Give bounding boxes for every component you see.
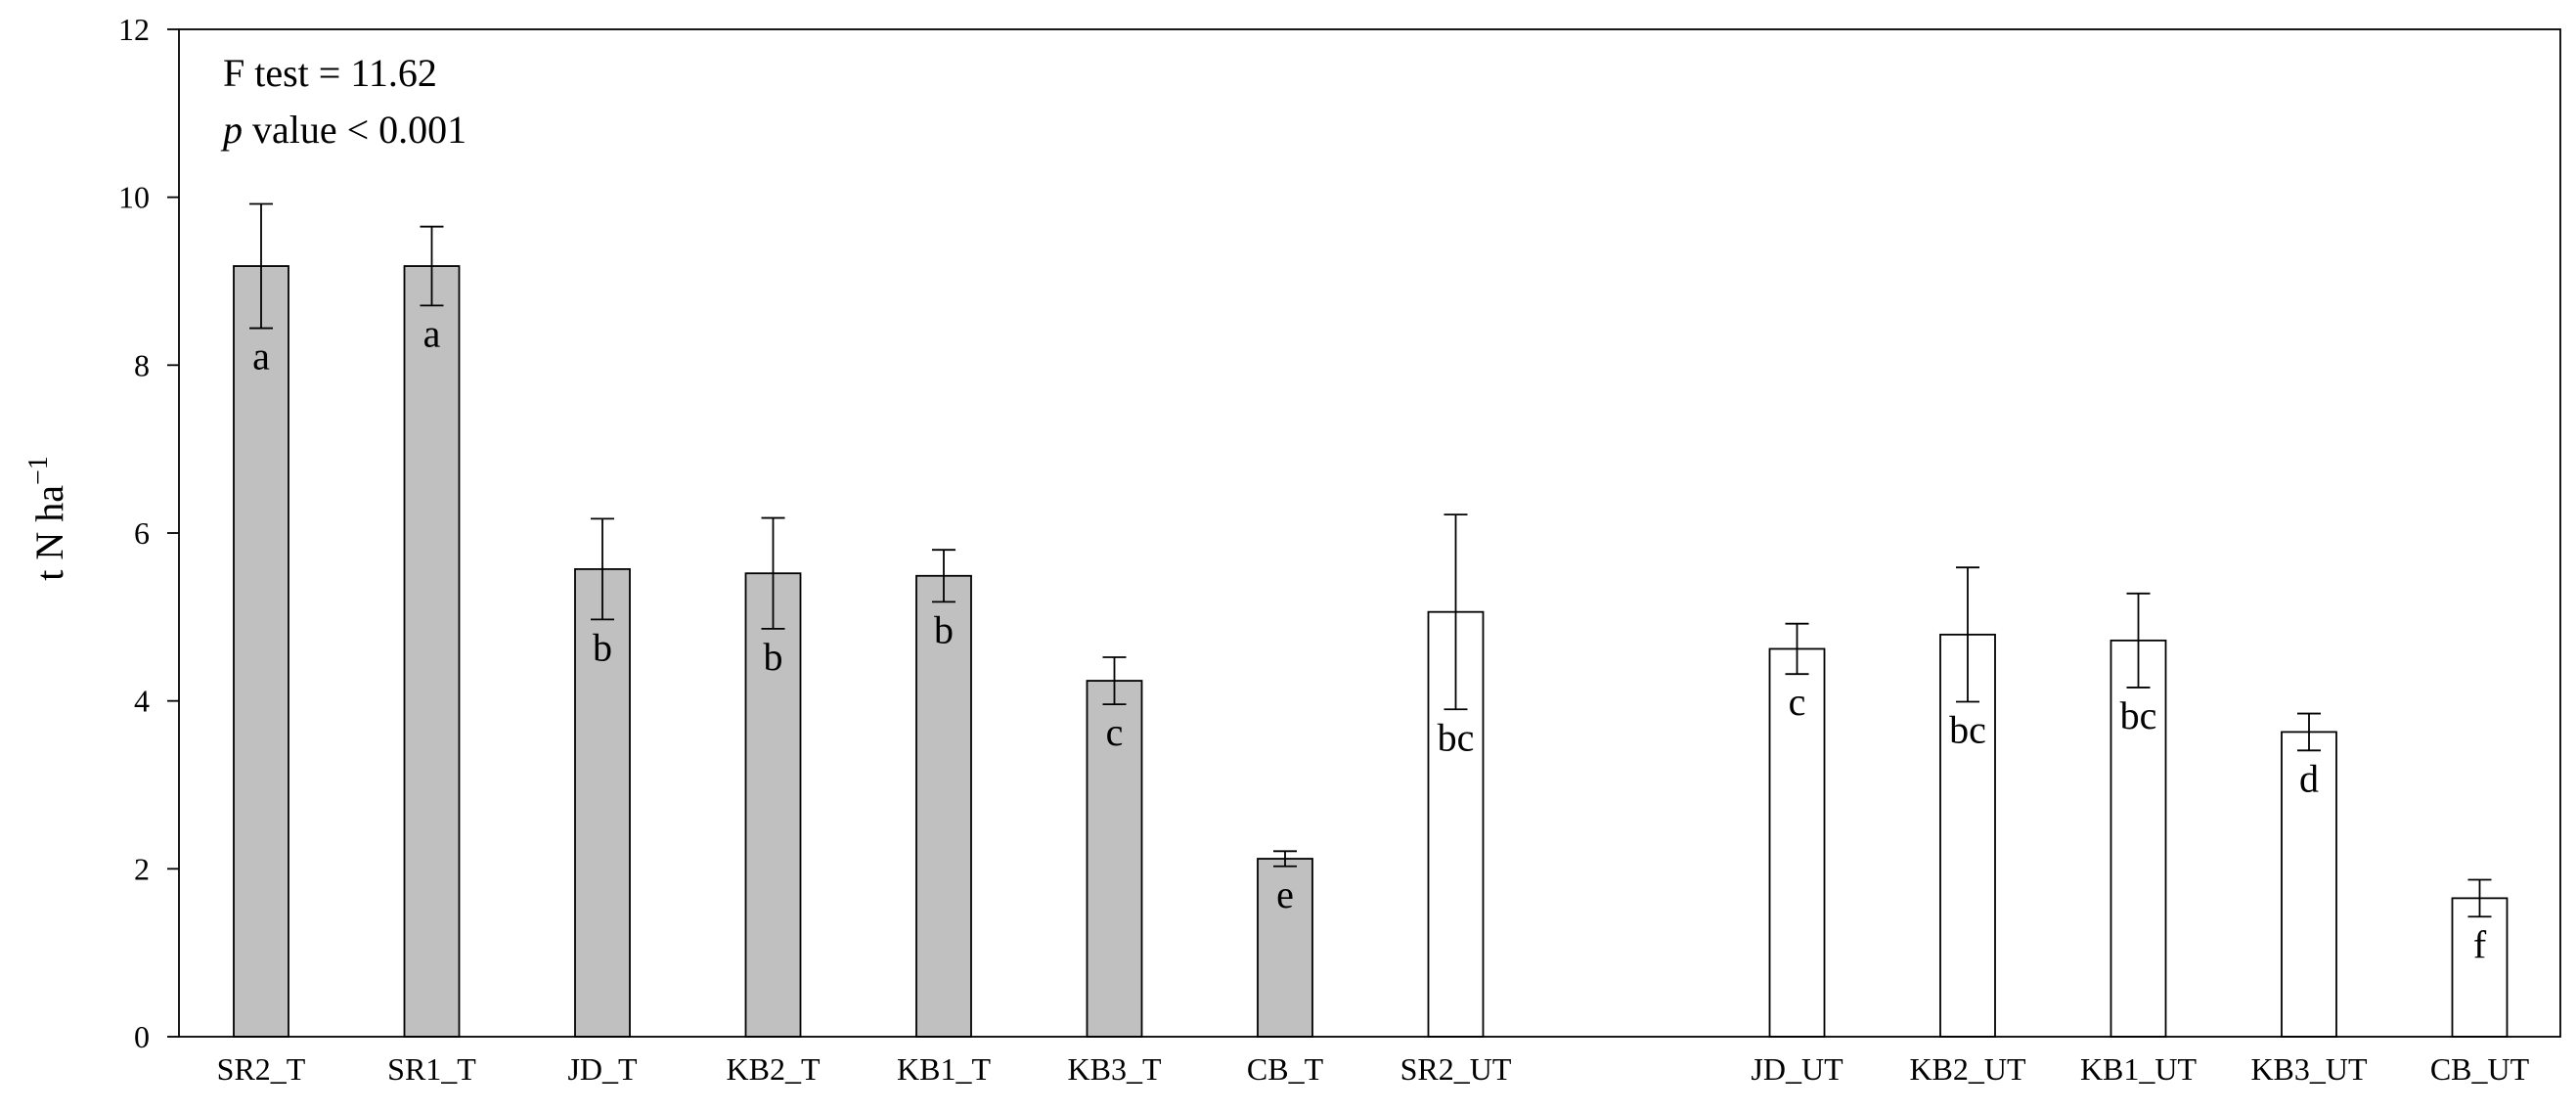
significance-letter: f [2473,922,2487,966]
bar-cb_t [1257,858,1313,1038]
x-tick-label: CB_T [1247,1051,1324,1087]
x-tick-label: CB_UT [2430,1051,2530,1087]
significance-letter: c [1789,680,1806,724]
significance-letter: bc [1438,715,1475,759]
x-tick-label: KB1_UT [2080,1051,2198,1087]
x-tick-label: KB3_UT [2250,1051,2368,1087]
significance-letter: b [593,625,612,669]
plot-border [178,28,2561,1038]
y-axis: 0 2 4 6 8 10 12 [118,12,179,1054]
x-tick-label: KB2_UT [1909,1051,2026,1087]
bar-sr2_t [233,265,289,1038]
bar-kb2_t [744,572,802,1038]
x-tick-label: KB2_T [727,1051,821,1087]
x-tick-label: SR2_UT [1400,1051,1512,1087]
x-tick-label: SR2_T [217,1051,306,1087]
x-tick-label: KB1_T [897,1051,991,1087]
y-tick-label: 8 [134,347,150,382]
x-axis-labels: SR2_T SR1_T JD_T KB2_T KB1_T KB3_T CB_T SR2_UT J… [217,1051,2530,1087]
significance-letter: c [1106,710,1124,754]
bars-layer [233,265,2509,1038]
significance-letter: a [252,334,270,378]
x-tick-label: JD_T [567,1051,638,1087]
significance-letter: bc [1949,708,1986,752]
y-tick-label: 12 [118,12,150,47]
bar-kb3_t [1086,680,1143,1038]
plot-frame [178,28,2561,1038]
significance-letter: e [1276,872,1294,916]
y-tick-label: 4 [134,684,150,719]
y-tick-label: 10 [118,180,150,215]
bar-kb2_ut [1939,633,1996,1038]
bar-kb1_t [915,574,972,1038]
f-test-annotation: F test = 11.62 [223,51,437,95]
significance-letter: d [2299,756,2319,800]
error-bars-layer [249,202,2492,918]
bar-cb_ut [2451,897,2509,1038]
bar-sr1_t [403,265,461,1038]
x-tick-label: SR1_T [387,1051,476,1087]
x-tick-label: JD_UT [1751,1051,1843,1087]
significance-letter: a [423,311,441,355]
significance-letter: b [764,635,783,679]
bar-kb3_ut [2281,731,2337,1038]
y-tick-label: 0 [134,1019,150,1054]
x-tick-label: KB3_T [1068,1051,1162,1087]
y-tick-label: 2 [134,851,150,886]
bar-jd_ut [1768,647,1826,1038]
y-axis-title: t N ha−1 [23,456,71,581]
p-value-annotation: p value < 0.001 [220,108,466,152]
significance-letter: bc [2120,693,2157,737]
significance-letter: b [934,607,954,651]
y-tick-label: 6 [134,515,150,551]
